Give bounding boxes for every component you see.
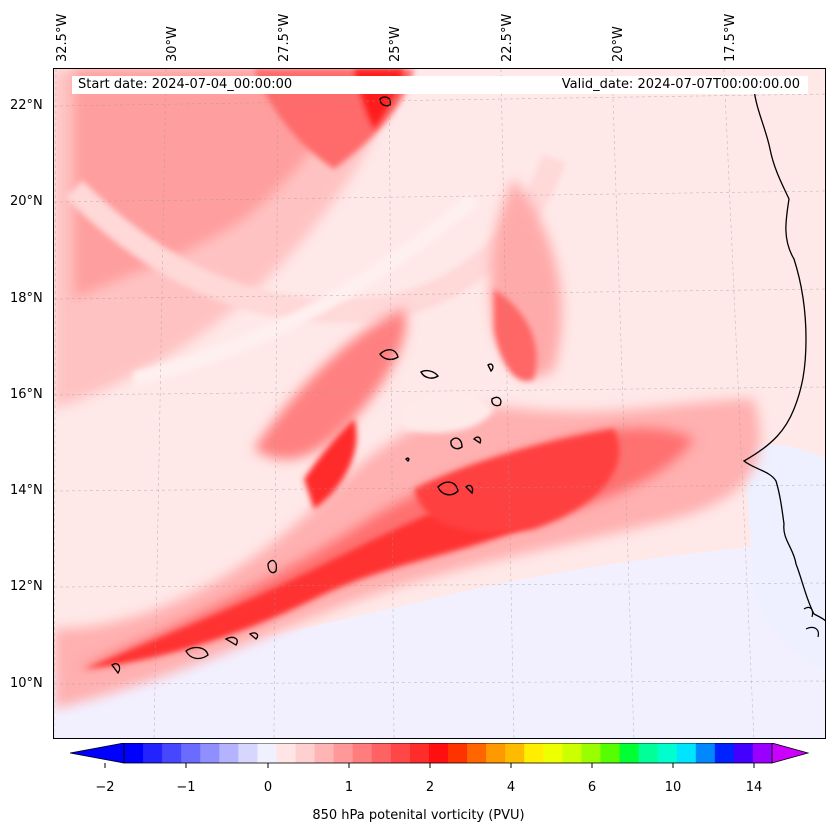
- colorbar-swatch: [543, 743, 563, 763]
- colorbar-frame: [123, 743, 773, 764]
- colorbar-over-arrow: [771, 743, 810, 764]
- colorbar-swatch: [162, 743, 182, 763]
- colorbar-tick: 10: [664, 780, 682, 795]
- island-outline: [437, 481, 459, 496]
- colorbar-tick: 2: [425, 780, 435, 795]
- colorbar: [70, 743, 810, 768]
- lat-label: 12°N: [10, 579, 43, 594]
- colorbar-swatch: [486, 743, 506, 763]
- colorbar-swatch: [333, 743, 354, 763]
- colorbar-swatch: [390, 743, 411, 763]
- ne-arm-core: [304, 419, 357, 509]
- colorbar-tick: −1: [176, 780, 196, 795]
- lon-label: 25°W: [388, 26, 403, 62]
- island-outline: [465, 484, 474, 495]
- colorbar-swatch: [428, 743, 449, 763]
- coastline: [742, 88, 825, 622]
- colorbar-tick: 1: [344, 780, 354, 795]
- colorbar-swatch: [581, 743, 601, 763]
- colorbar-swatch: [295, 743, 316, 763]
- colorbar-swatch: [352, 743, 373, 763]
- island-outline: [405, 457, 410, 462]
- colorbar-title: 850 hPa potenital vorticity (PVU): [312, 808, 525, 823]
- island-outline: [491, 396, 502, 407]
- contour: [185, 646, 209, 660]
- colorbar-swatch: [676, 743, 697, 763]
- colorbar-swatch: [695, 743, 716, 763]
- island-outline: [487, 363, 494, 373]
- colorbar-swatch: [638, 743, 659, 763]
- cape-verde-islands: [379, 349, 502, 496]
- colorbar-tick: 6: [587, 780, 597, 795]
- colorbar-swatch: [714, 743, 735, 763]
- colorbar-swatch: [314, 743, 335, 763]
- contour-lines: [111, 96, 391, 675]
- map-panel[interactable]: [53, 68, 826, 739]
- colorbar-swatch: [371, 743, 392, 763]
- island-gap: [404, 394, 494, 433]
- east-cluster: [414, 429, 620, 533]
- colorbar-swatch: [143, 743, 163, 763]
- colorbar-swatch: [733, 743, 754, 763]
- lat-label: 22°N: [10, 98, 43, 113]
- lon-label: 22.5°W: [500, 13, 515, 62]
- island-outline: [472, 436, 482, 445]
- coastal-low-pv: [744, 444, 825, 669]
- date-info-bar: Start date: 2024-07-04_00:00:00 Valid_da…: [72, 76, 808, 94]
- colorbar-swatch: [467, 743, 487, 763]
- lon-label: 27.5°W: [277, 13, 292, 62]
- colorbar-swatch: [619, 743, 640, 763]
- contour: [267, 559, 278, 574]
- lon-label: 17.5°W: [723, 13, 738, 62]
- colorbar-swatch: [752, 743, 773, 763]
- pv-field: [54, 69, 825, 738]
- colorbar-swatch: [505, 743, 525, 763]
- colorbar-swatch: [257, 743, 277, 763]
- colorbar-swatch: [181, 743, 201, 763]
- north-tongue-core: [494, 289, 537, 381]
- contour: [111, 663, 121, 675]
- lat-label: 14°N: [10, 483, 43, 498]
- streak: [132, 193, 479, 386]
- lat-label: 10°N: [10, 676, 43, 691]
- colorbar-tick: 4: [506, 780, 516, 795]
- island-outline: [420, 369, 440, 379]
- ne-arm: [254, 309, 406, 460]
- colorbar-tick: −2: [95, 780, 115, 795]
- graticule: [54, 69, 825, 738]
- island-outline: [450, 437, 463, 450]
- colorbar-swatch: [124, 743, 144, 763]
- colorbar-swatch: [276, 743, 297, 763]
- colorbar-swatch: [219, 743, 239, 763]
- colorbar-tick: 14: [745, 780, 763, 795]
- colorbar-swatch: [524, 743, 544, 763]
- colorbar-swatch: [600, 743, 621, 763]
- colorbar-swatch: [657, 743, 678, 763]
- lon-label: 30°W: [165, 26, 180, 62]
- start-date-label: Start date: 2024-07-04_00:00:00: [78, 77, 293, 92]
- colorbar-swatch: [200, 743, 220, 763]
- colorbar-tick: 0: [263, 780, 273, 795]
- lat-label: 20°N: [10, 194, 43, 209]
- lon-label: 20°W: [611, 26, 626, 62]
- contour: [379, 96, 391, 107]
- lon-label: 32.5°W: [55, 13, 70, 62]
- colorbar-swatch: [562, 743, 582, 763]
- coastline-detail: [803, 606, 819, 638]
- contour: [248, 632, 259, 640]
- colorbar-swatch: [448, 743, 468, 763]
- lat-label: 18°N: [10, 291, 43, 306]
- lat-label: 16°N: [10, 387, 43, 402]
- valid-date-label: Valid_date: 2024-07-07T00:00:00.00: [561, 77, 800, 92]
- contour: [224, 636, 238, 646]
- colorbar-under-arrow: [70, 743, 125, 764]
- colorbar-swatch: [238, 743, 258, 763]
- island-outline: [379, 349, 399, 361]
- colorbar-swatch: [409, 743, 430, 763]
